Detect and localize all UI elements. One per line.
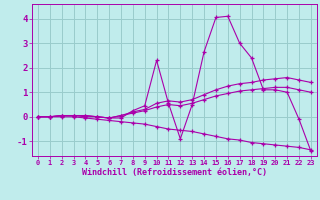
X-axis label: Windchill (Refroidissement éolien,°C): Windchill (Refroidissement éolien,°C) <box>82 168 267 177</box>
